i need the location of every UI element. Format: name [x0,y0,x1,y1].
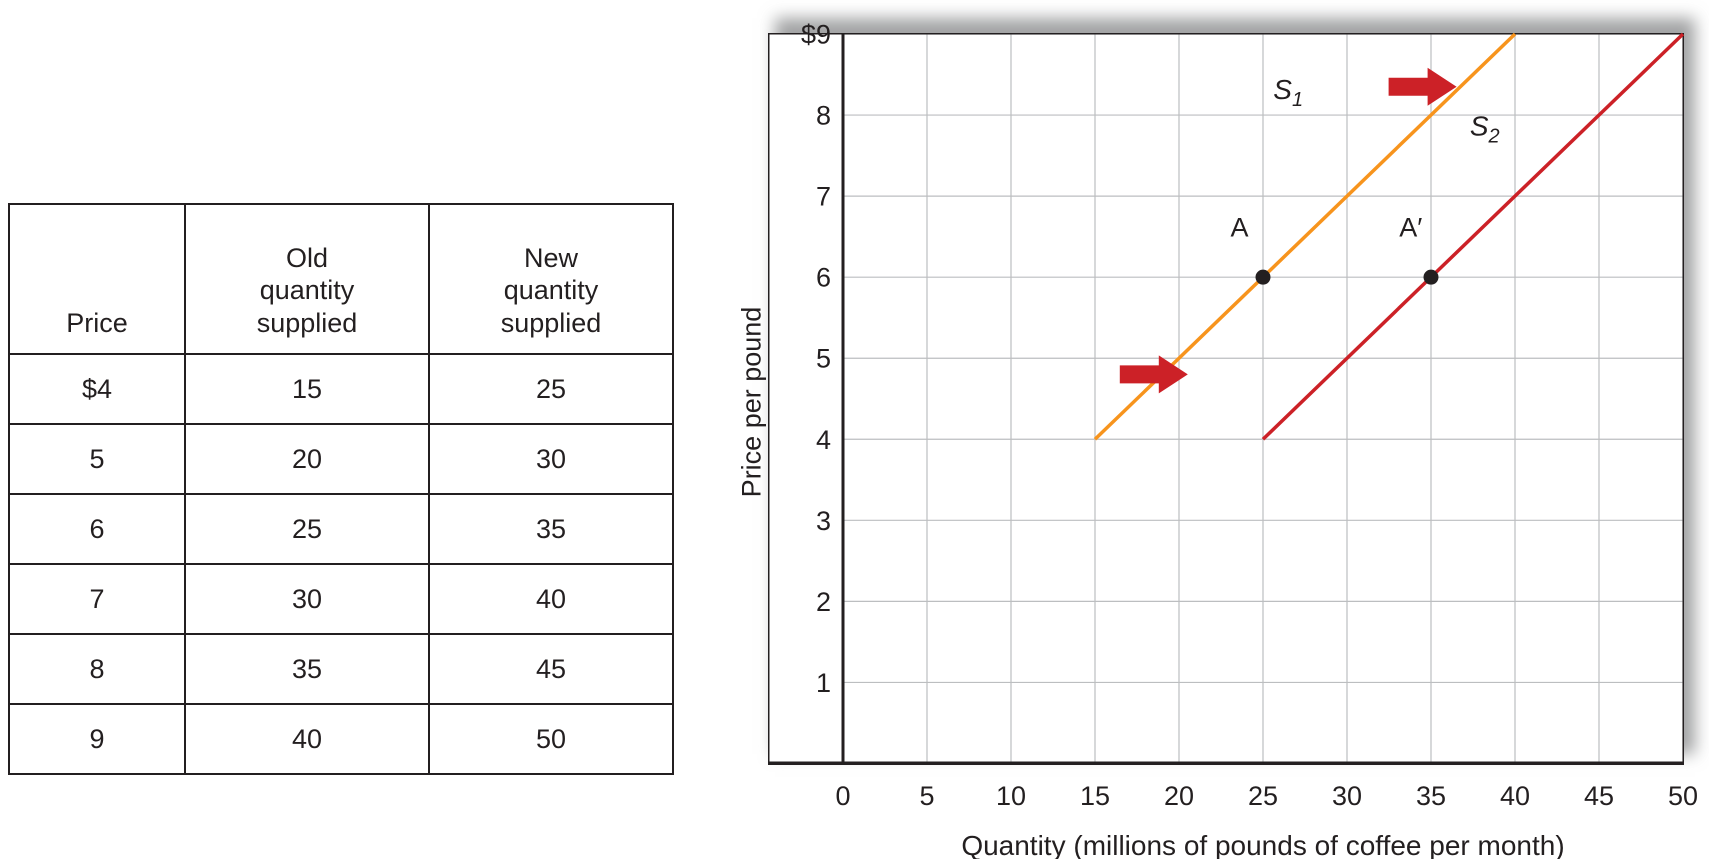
table-cell: 25 [428,353,674,425]
x-tick-label: 40 [1500,781,1530,811]
y-tick-label: 5 [816,344,831,374]
rightward-shift-arrow [1119,355,1188,394]
table-cell: 35 [428,493,674,565]
y-tick-label: 1 [816,668,831,698]
point-marker-A [1255,269,1271,285]
x-tick-label: 50 [1668,781,1698,811]
supply-chart-region: S1 S2 A A′ 1 2 3 4 5 6 7 8 $9 0 5 10 15 20 25 30 35 40 45 50 Pr… [700,10,1709,859]
rightward-shift-arrow [1388,67,1457,106]
header-cell-price: Price [8,203,186,355]
table-row: $4 15 25 [8,353,674,425]
point-marker-A′ [1423,269,1439,285]
table-cell: 20 [184,423,430,495]
table-cell: 40 [184,703,430,775]
table-row: 9 40 50 [8,703,674,775]
x-tick-label: 0 [835,781,850,811]
table-cell: 25 [184,493,430,565]
x-tick-label: 15 [1080,781,1110,811]
table-row: 5 20 30 [8,423,674,495]
table-row: 7 30 40 [8,563,674,635]
plot-border [768,33,1684,765]
x-tick-label: 35 [1416,781,1446,811]
table-cell: 9 [8,703,186,775]
table-cell: 8 [8,633,186,705]
point-label-A′: A′ [1399,213,1422,243]
table-row: 6 25 35 [8,493,674,565]
x-tick-label: 30 [1332,781,1362,811]
table-cell: 15 [184,353,430,425]
table-cell: 6 [8,493,186,565]
supply-curve-S2 [1261,32,1685,441]
y-tick-label: 6 [816,263,831,293]
x-tick-label: 20 [1164,781,1194,811]
table-cell: 5 [8,423,186,495]
table-cell: 35 [184,633,430,705]
table-row: 8 35 45 [8,633,674,705]
point-label-A: A [1230,213,1248,243]
y-tick-label: 7 [816,182,831,212]
header-cell-new-quantity: New quantity supplied [428,203,674,355]
header-cell-old-quantity: Old quantity supplied [184,203,430,355]
table-cell: 30 [184,563,430,635]
supply-schedule-table-wrap: Price Old quantity supplied New quantity… [8,203,674,775]
table-header-row: Price Old quantity supplied New quantity… [8,203,674,355]
table-body: $4 15 25 5 20 30 6 25 35 7 30 40 8 35 45 9 40 50 [8,353,674,775]
table-cell: 45 [428,633,674,705]
curve-label-S1: S1 [1273,74,1303,111]
x-axis-label: Quantity (millions of pounds of coffee p… [961,830,1565,859]
table-cell: 7 [8,563,186,635]
y-tick-label: 3 [816,506,831,536]
table-cell: 30 [428,423,674,495]
table-cell: 50 [428,703,674,775]
chart-figure-box [768,33,1684,765]
y-axis-label: Price per pound [736,306,767,498]
y-tick-label: $9 [801,20,831,50]
y-tick-label: 4 [816,425,831,455]
x-tick-label: 25 [1248,781,1278,811]
x-tick-label: 5 [919,781,934,811]
table-cell: 40 [428,563,674,635]
x-tick-label: 45 [1584,781,1614,811]
curve-label-S2: S2 [1470,110,1500,147]
supply-schedule-table: Price Old quantity supplied New quantity… [8,203,674,775]
y-tick-label: 2 [816,587,831,617]
y-tick-label: 8 [816,101,831,131]
x-tick-label: 10 [996,781,1026,811]
table-cell: $4 [8,353,186,425]
